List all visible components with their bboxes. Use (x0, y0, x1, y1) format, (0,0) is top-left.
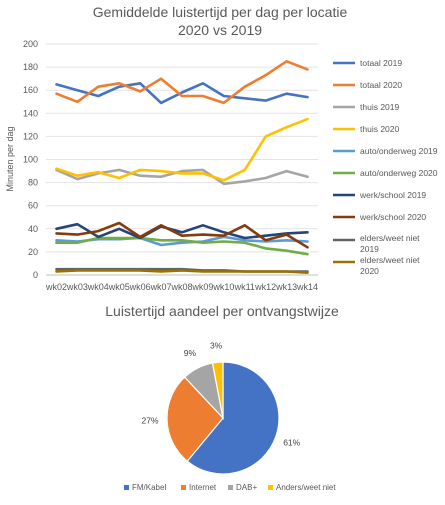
y-tick-label: 140 (23, 108, 38, 118)
pie-legend-swatch-internet (181, 485, 186, 490)
x-tick-label: wk09 (191, 282, 213, 292)
y-tick-label: 40 (28, 224, 38, 234)
line-chart-gridlines (46, 43, 318, 276)
x-tick-label: wk06 (129, 282, 151, 292)
series-line-totaal-2019 (55, 82, 309, 105)
legend-label-totaal-2020: totaal 2020 (360, 80, 402, 90)
y-tick-label: 200 (23, 39, 38, 49)
legend-label-elders-weet-niet-2019: elders/weet niet 2019 (360, 233, 420, 254)
legend-label-totaal-2019: totaal 2019 (360, 58, 402, 68)
pie-label-internet: 27% (141, 415, 158, 425)
x-tick-label: wk03 (66, 282, 88, 292)
x-tick-label: wk04 (87, 282, 109, 292)
series-line-werk-school-2019 (55, 222, 309, 240)
pie-slice-anders-weet-niet (211, 361, 224, 419)
y-tick-label: 80 (28, 178, 38, 188)
series-line-thuis-2020 (55, 117, 309, 182)
x-tick-label: wk14 (296, 282, 318, 292)
x-tick-label: wk13 (275, 282, 297, 292)
pie-legend-swatch-dab (228, 485, 233, 490)
pie-label-anders-weet-niet: 3% (210, 340, 223, 350)
pie-legend-label-fm-kabel: FM/Kabel (132, 483, 166, 492)
y-tick-label: 160 (23, 85, 38, 95)
pie-legend-swatch-fm-kabel (124, 485, 129, 490)
x-tick-label: wk08 (170, 282, 192, 292)
pie-chart-title: Luistertijd aandeel per ontvangstwijze (105, 303, 339, 319)
line-chart-legend: totaal 2019 totaal 2020 thuis 2019 thuis 20… (333, 58, 438, 276)
pie-legend-label-internet: Internet (189, 483, 217, 492)
series-line-werk-school-2020 (55, 221, 309, 249)
pie-legend-swatch-anders-weet-niet (268, 485, 273, 490)
legend-label-auto-onderweg-2020: auto/onderweg 2020 (360, 168, 438, 178)
pie-slices-group (166, 361, 280, 475)
pie-data-labels: 61% 27% 9% 3% (141, 340, 300, 447)
x-tick-label: wk10 (212, 282, 234, 292)
legend-label-auto-onderweg-2019: auto/onderweg 2019 (360, 146, 438, 156)
line-chart-subtitle: 2020 vs 2019 (178, 22, 262, 38)
line-series-group (55, 59, 309, 275)
legend-label-thuis-2020: thuis 2020 (360, 124, 399, 134)
x-tick-label: wk12 (254, 282, 276, 292)
x-tick-label: wk02 (45, 282, 67, 292)
legend-label-werk-school-2020: werk/school 2020 (359, 212, 426, 222)
legend-label-thuis-2019: thuis 2019 (360, 102, 399, 112)
pie-chart: Luistertijd aandeel per ontvangstwijze 6… (105, 303, 339, 492)
series-line-elders-weet-niet-2020 (55, 269, 309, 275)
y-axis-label: Minuten per dag (5, 126, 15, 191)
y-tick-label: 180 (23, 62, 38, 72)
y-tick-label: 60 (28, 201, 38, 211)
y-axis-tick-labels: 0 20 40 60 80 100 120 140 160 180 200 (23, 39, 38, 280)
x-tick-label: wk11 (234, 282, 255, 292)
y-tick-label: 0 (33, 270, 38, 280)
pie-slice-fm-kabel (186, 361, 280, 475)
pie-legend-label-anders-weet-niet: Anders/weet niet (276, 483, 336, 492)
x-tick-label: wk05 (108, 282, 130, 292)
line-chart-title: Gemiddelde luistertijd per dag per locat… (93, 4, 348, 20)
pie-label-fm-kabel: 61% (283, 438, 300, 448)
legend-label-werk-school-2019: werk/school 2019 (359, 190, 426, 200)
pie-slice-internet (166, 376, 224, 462)
legend-label-elders-weet-niet-2020: elders/weet niet 2020 (360, 255, 420, 276)
y-tick-label: 100 (23, 155, 38, 165)
pie-legend-label-dab: DAB+ (236, 483, 257, 492)
y-tick-label: 120 (23, 131, 38, 141)
line-chart: Gemiddelde luistertijd per dag per locat… (5, 4, 438, 292)
x-tick-label: wk07 (150, 282, 172, 292)
x-axis-tick-labels: wk02 wk03 wk04 wk05 wk06 wk07 wk08 wk09 wk10 wk11… (45, 282, 318, 292)
y-tick-label: 20 (28, 247, 38, 257)
pie-label-dab: 9% (184, 348, 197, 358)
series-line-totaal-2020 (55, 59, 309, 105)
pie-chart-legend: FM/Kabel Internet DAB+ Anders/weet niet (124, 483, 336, 492)
